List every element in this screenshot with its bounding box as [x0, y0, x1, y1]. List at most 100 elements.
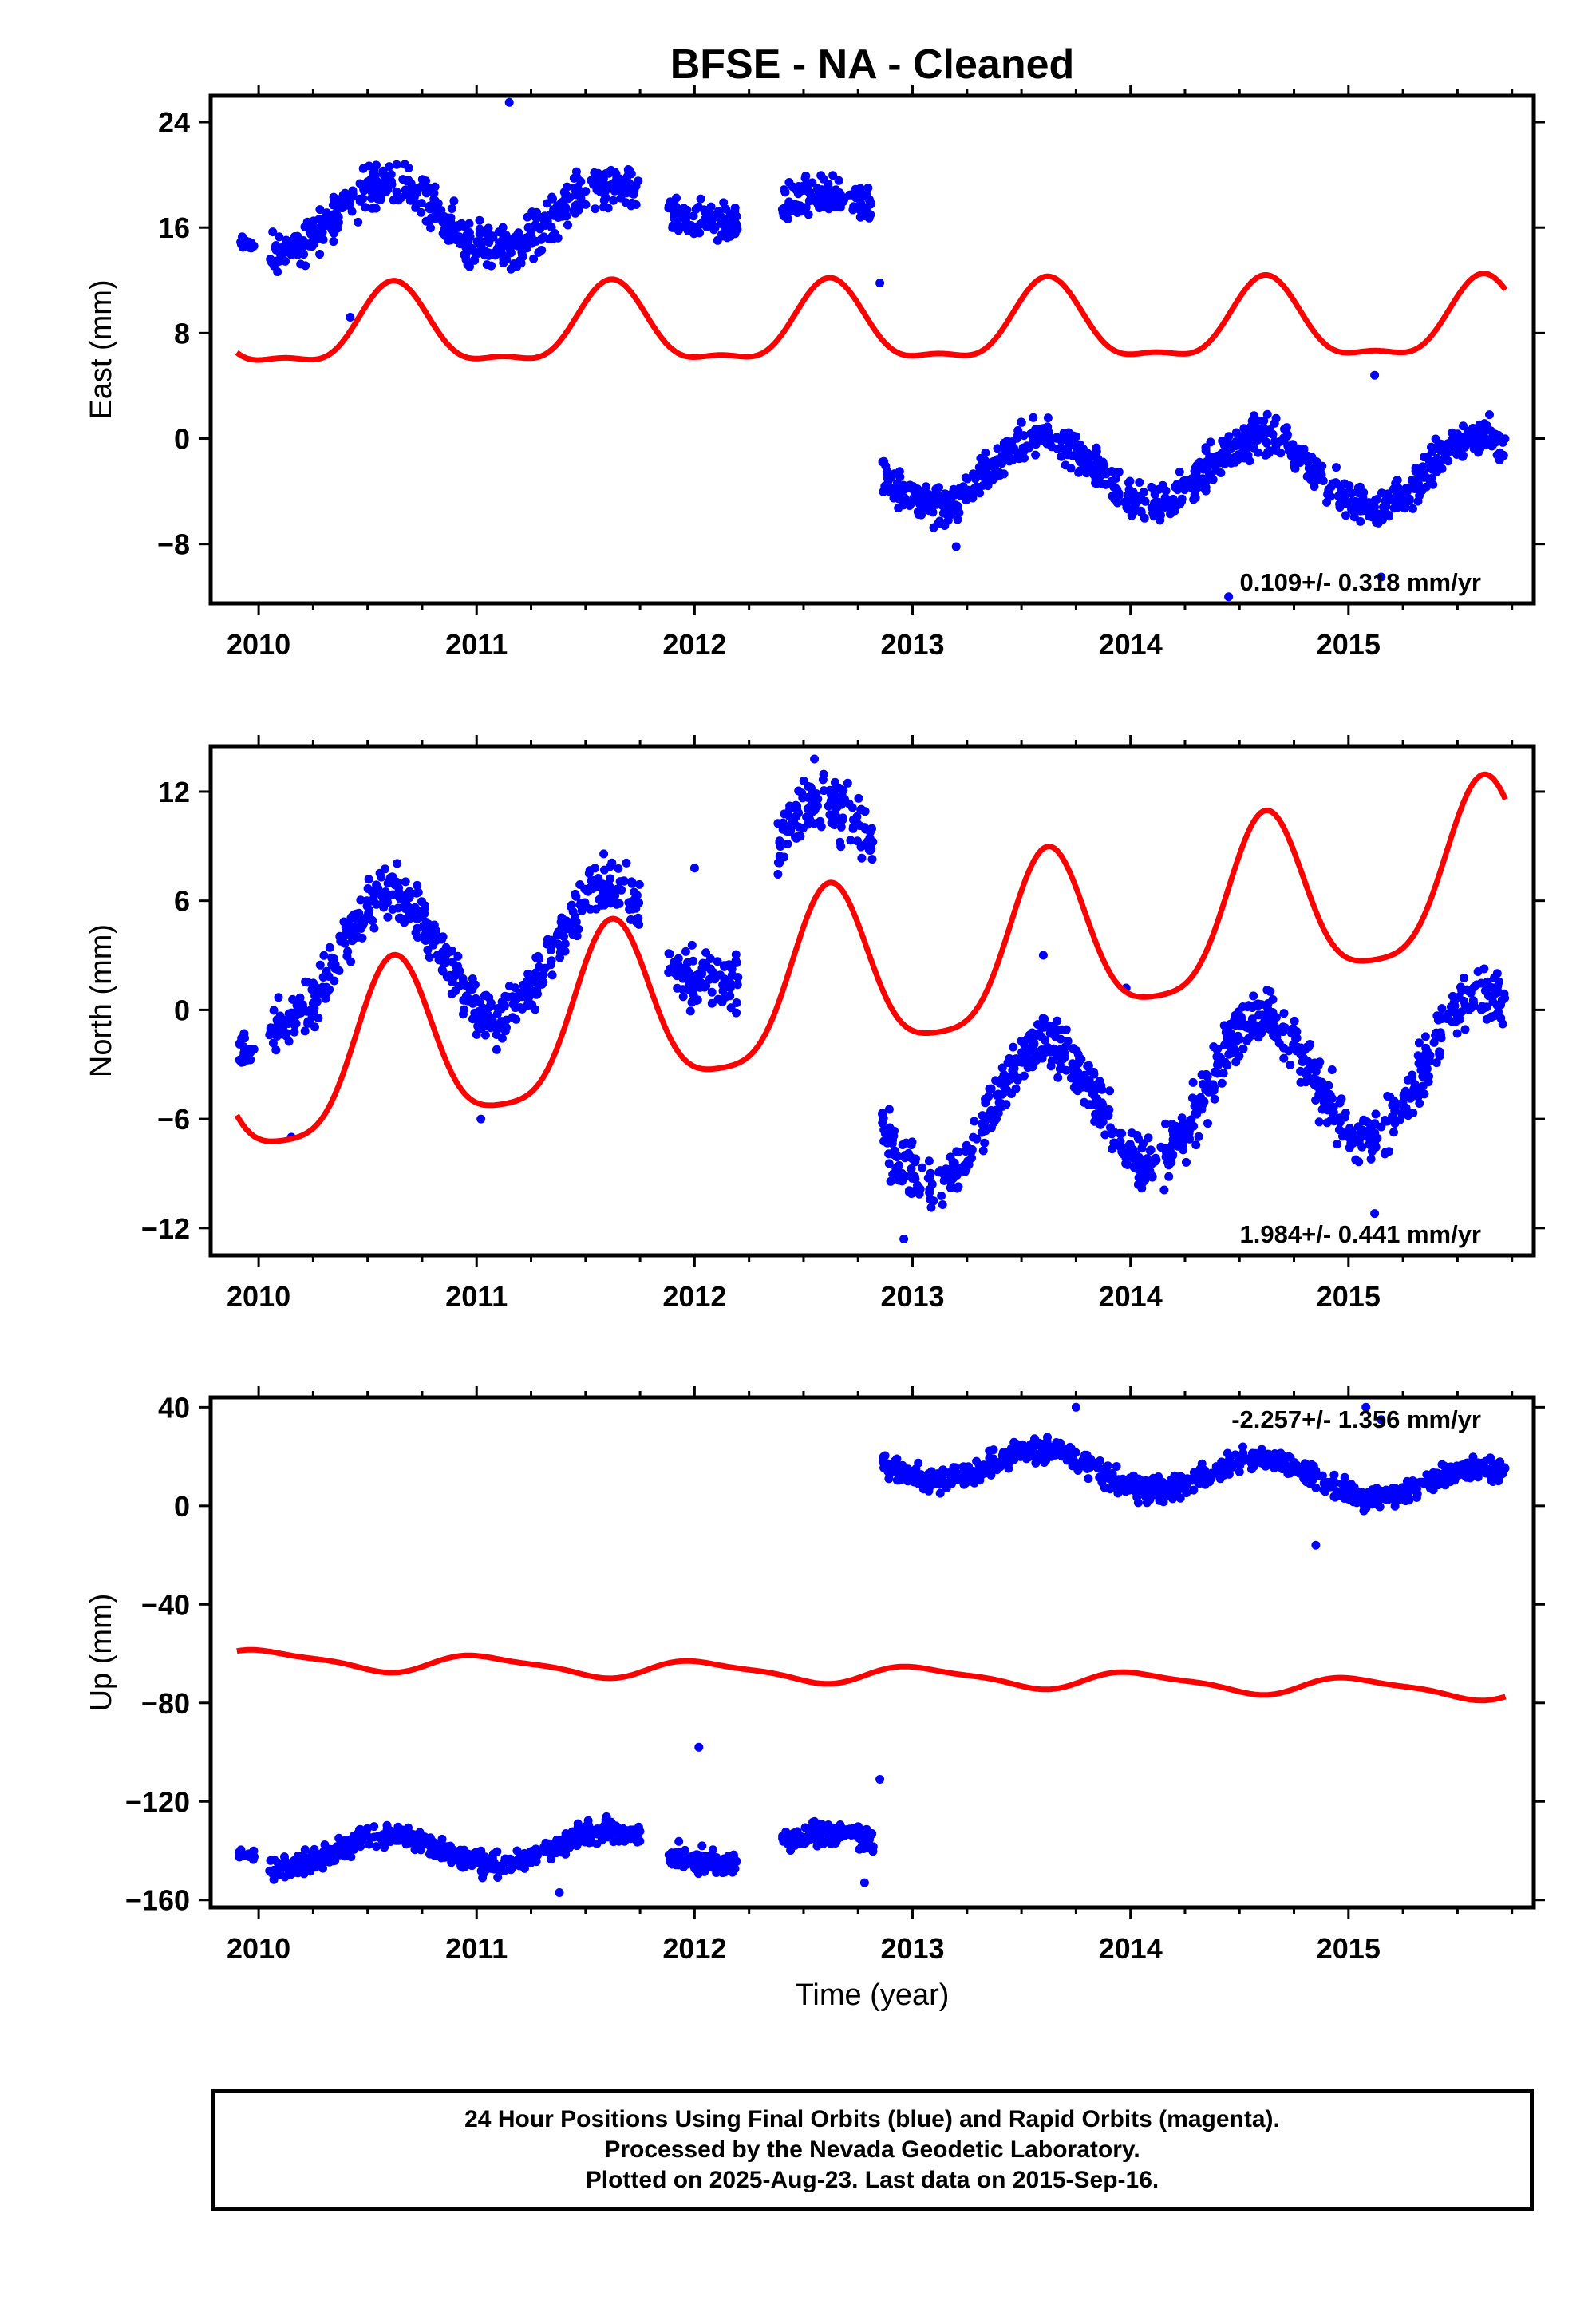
east-data-point	[1041, 433, 1051, 441]
east-data-point	[431, 196, 440, 206]
up-data-point	[1481, 1456, 1491, 1466]
north-data-point	[967, 1153, 976, 1163]
east-data-point	[518, 252, 527, 262]
up-data-point	[1373, 1496, 1383, 1505]
north-data-point	[1033, 1047, 1042, 1057]
north-data-point	[987, 1123, 996, 1132]
north-data-point	[978, 1146, 988, 1156]
east-data-point	[488, 232, 498, 242]
east-data-point	[1047, 442, 1057, 451]
east-x-tick-label: 2014	[1099, 628, 1163, 661]
east-data-point	[1385, 496, 1394, 505]
north-data-point	[1315, 1057, 1325, 1067]
north-data-point	[626, 915, 635, 924]
north-data-point	[693, 974, 702, 984]
north-data-point	[1011, 1084, 1021, 1093]
east-data-point	[1191, 493, 1200, 503]
east-data-point	[499, 259, 508, 267]
north-data-point	[627, 879, 637, 888]
east-data-point	[392, 187, 401, 196]
north-data-point	[798, 793, 808, 803]
up-data-point	[1084, 1474, 1093, 1484]
east-data-point	[347, 207, 357, 216]
north-data-point	[881, 1129, 890, 1139]
north-data-point	[1164, 1172, 1174, 1181]
east-data-point	[500, 231, 510, 241]
up-data-point	[369, 1822, 379, 1832]
north-data-point	[1327, 1065, 1337, 1074]
north-data-point	[796, 832, 805, 841]
north-data-point	[1128, 1145, 1138, 1155]
east-y-tick-label: −8	[157, 528, 190, 561]
east-data-point	[1236, 434, 1245, 444]
north-data-point	[358, 933, 367, 943]
up-data-point	[1207, 1473, 1216, 1483]
north-data-point	[670, 968, 679, 978]
north-data-point	[472, 1030, 481, 1039]
east-data-point	[1258, 422, 1268, 432]
up-data-point	[519, 1854, 529, 1863]
north-data-point	[1385, 1147, 1393, 1156]
north-data-point	[1231, 1045, 1240, 1055]
east-data-point	[1412, 479, 1422, 488]
up-data-point	[1278, 1463, 1288, 1472]
up-data-point	[626, 1834, 635, 1844]
up-data-point	[1158, 1484, 1167, 1494]
north-data-point	[282, 1029, 291, 1038]
east-data-point	[1262, 438, 1271, 448]
east-data-point	[456, 239, 465, 249]
up-data-point	[1417, 1477, 1427, 1487]
east-data-point	[1384, 510, 1393, 520]
north-data-point	[1322, 1118, 1332, 1128]
north-data-point	[970, 1117, 979, 1126]
east-data-point	[681, 205, 690, 215]
north-data-point	[1311, 1096, 1321, 1105]
east-data-point	[1181, 476, 1190, 485]
east-data-point	[895, 488, 905, 498]
north-data-point	[1167, 1120, 1177, 1129]
up-data-point	[1105, 1474, 1115, 1484]
east-data-point	[409, 195, 418, 204]
north-data-point	[1212, 1052, 1222, 1061]
up-points	[235, 1402, 1510, 1897]
north-data-point	[1459, 996, 1468, 1006]
north-data-point	[300, 1026, 310, 1036]
up-data-point	[1170, 1471, 1179, 1480]
east-data-point	[1061, 460, 1070, 470]
north-data-point	[685, 978, 694, 988]
east-data-point	[1245, 456, 1254, 466]
up-data-point	[346, 1852, 356, 1862]
north-data-point	[878, 1109, 887, 1119]
east-data-point	[312, 226, 322, 235]
east-data-point	[1261, 450, 1270, 460]
east-data-point	[1408, 504, 1417, 513]
up-data-point	[1368, 1485, 1377, 1495]
up-data-point	[347, 1844, 356, 1852]
up-data-point	[1250, 1448, 1260, 1458]
north-rate-label: 1.984+/- 0.441 mm/yr	[1240, 1220, 1481, 1248]
east-data-point	[461, 255, 471, 264]
east-data-point	[689, 229, 699, 239]
east-data-point	[281, 256, 290, 266]
east-data-point	[1154, 484, 1163, 494]
north-data-point	[1194, 1132, 1203, 1141]
north-data-point	[1029, 1061, 1038, 1071]
up-data-point	[1163, 1491, 1172, 1500]
north-data-point	[312, 997, 322, 1006]
east-outlier-point	[1224, 592, 1234, 602]
up-data-point	[296, 1860, 305, 1870]
north-data-point	[1341, 1109, 1350, 1117]
north-data-point	[461, 981, 471, 990]
east-data-point	[1341, 499, 1350, 508]
north-data-point	[1301, 1077, 1310, 1087]
up-data-point	[1195, 1464, 1205, 1474]
east-data-point	[365, 161, 373, 171]
north-y-tick-label: 6	[174, 885, 190, 918]
north-data-point	[1296, 1043, 1306, 1053]
north-model-curve	[234, 771, 1508, 1144]
north-data-point	[1144, 1133, 1153, 1143]
up-data-point	[808, 1817, 817, 1827]
north-data-point	[429, 920, 439, 930]
north-data-point	[500, 1000, 508, 1010]
